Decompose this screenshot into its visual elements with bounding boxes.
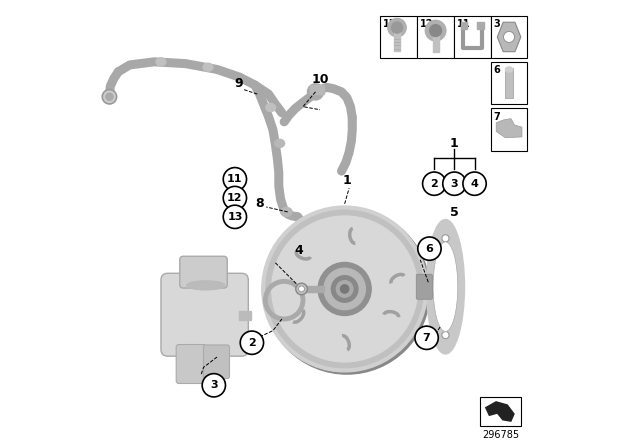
- Bar: [239, 311, 251, 320]
- Circle shape: [429, 25, 442, 36]
- Circle shape: [442, 332, 449, 339]
- FancyBboxPatch shape: [180, 256, 227, 288]
- Circle shape: [418, 237, 441, 260]
- Polygon shape: [497, 22, 521, 52]
- Ellipse shape: [156, 58, 166, 66]
- Bar: [481, 397, 521, 426]
- Text: 296785: 296785: [482, 430, 519, 439]
- Ellipse shape: [187, 281, 225, 290]
- Text: 11: 11: [457, 19, 470, 29]
- Bar: [394, 29, 400, 51]
- Polygon shape: [496, 119, 522, 138]
- Text: 3: 3: [210, 380, 218, 390]
- Text: 12: 12: [227, 193, 243, 203]
- Circle shape: [296, 283, 307, 295]
- Circle shape: [223, 186, 246, 210]
- Circle shape: [388, 18, 406, 37]
- Text: 9: 9: [234, 77, 243, 90]
- Text: 12: 12: [420, 19, 433, 29]
- Circle shape: [324, 268, 365, 310]
- Circle shape: [262, 206, 428, 372]
- Circle shape: [223, 168, 246, 191]
- Circle shape: [307, 84, 324, 100]
- FancyBboxPatch shape: [176, 345, 206, 383]
- Ellipse shape: [433, 242, 458, 332]
- FancyBboxPatch shape: [204, 345, 230, 379]
- Bar: [477, 22, 484, 29]
- Text: 5: 5: [450, 206, 459, 220]
- Circle shape: [426, 20, 446, 41]
- Text: 2: 2: [430, 179, 438, 189]
- Circle shape: [266, 210, 424, 368]
- Text: 2: 2: [248, 338, 256, 348]
- Circle shape: [202, 374, 225, 397]
- Circle shape: [442, 235, 449, 242]
- Text: 6: 6: [426, 244, 433, 254]
- Circle shape: [392, 22, 403, 33]
- FancyBboxPatch shape: [161, 273, 248, 356]
- Circle shape: [504, 31, 515, 43]
- Bar: [454, 16, 491, 58]
- Text: 3: 3: [493, 19, 500, 29]
- Ellipse shape: [275, 139, 285, 147]
- FancyBboxPatch shape: [416, 274, 433, 299]
- Bar: [506, 68, 513, 98]
- Circle shape: [102, 90, 116, 104]
- Text: 10: 10: [311, 73, 329, 86]
- Circle shape: [106, 93, 113, 100]
- Circle shape: [332, 276, 358, 302]
- Ellipse shape: [203, 63, 213, 71]
- Circle shape: [223, 205, 246, 228]
- Bar: [433, 34, 438, 52]
- Circle shape: [264, 208, 430, 374]
- Text: 11: 11: [227, 174, 243, 184]
- Circle shape: [337, 280, 353, 297]
- Circle shape: [272, 216, 417, 362]
- Circle shape: [443, 172, 466, 195]
- Text: 13: 13: [383, 19, 397, 29]
- Bar: [380, 16, 417, 58]
- Text: 7: 7: [423, 333, 431, 343]
- Bar: [491, 62, 527, 104]
- Ellipse shape: [426, 220, 465, 354]
- Text: 4: 4: [295, 244, 303, 258]
- Text: 13: 13: [227, 212, 243, 222]
- Circle shape: [318, 263, 371, 315]
- Bar: [491, 16, 527, 58]
- Text: 1: 1: [450, 137, 459, 150]
- Text: 3: 3: [451, 179, 458, 189]
- Bar: [491, 108, 527, 151]
- Ellipse shape: [506, 67, 513, 72]
- Ellipse shape: [281, 207, 292, 216]
- Bar: [461, 22, 467, 29]
- Bar: [299, 286, 324, 292]
- Polygon shape: [486, 402, 514, 421]
- Bar: [417, 16, 454, 58]
- Circle shape: [415, 326, 438, 349]
- Ellipse shape: [266, 103, 276, 112]
- Text: 6: 6: [493, 65, 500, 75]
- Text: 8: 8: [255, 197, 264, 210]
- Circle shape: [463, 172, 486, 195]
- Circle shape: [240, 331, 264, 354]
- Circle shape: [299, 286, 305, 292]
- Circle shape: [340, 285, 349, 293]
- Text: 4: 4: [470, 179, 479, 189]
- Text: 1: 1: [342, 173, 351, 187]
- Circle shape: [422, 172, 446, 195]
- Text: 7: 7: [493, 112, 500, 121]
- Bar: [310, 85, 324, 94]
